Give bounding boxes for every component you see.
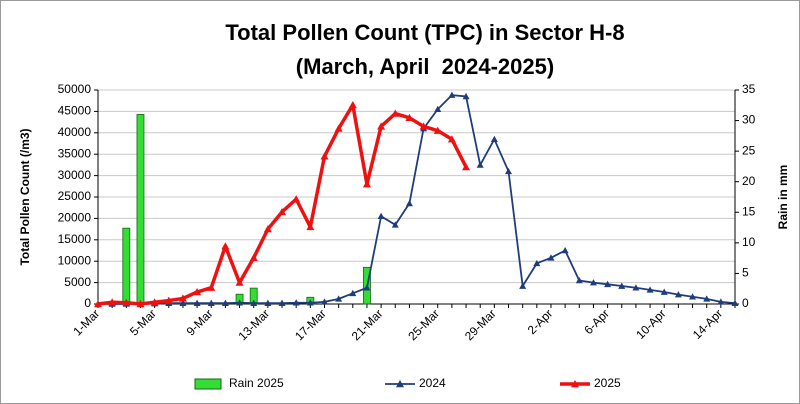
series-marker xyxy=(448,91,456,98)
series-marker xyxy=(306,299,314,306)
series-marker xyxy=(377,122,386,130)
series-marker xyxy=(377,212,385,220)
series-marker xyxy=(660,288,668,295)
series-marker xyxy=(292,195,301,203)
chart-title: Total Pollen Count (TPC) in Sector H-8 xyxy=(225,20,624,45)
y-tick-label: 50000 xyxy=(58,82,92,96)
y-tick-label: 0 xyxy=(84,296,91,310)
series-marker xyxy=(348,100,357,109)
series-marker xyxy=(334,124,343,132)
series-marker xyxy=(490,135,498,143)
series-marker xyxy=(547,254,555,261)
series-marker xyxy=(505,167,513,175)
legend-label: 2025 xyxy=(594,376,621,390)
legend-label: 2024 xyxy=(419,376,446,390)
y-tick-label: 35000 xyxy=(58,146,92,160)
series-marker xyxy=(391,221,399,228)
series-marker xyxy=(589,279,597,286)
series-marker xyxy=(419,122,428,130)
y-tick-label: 15000 xyxy=(58,232,92,246)
series-marker xyxy=(207,299,215,306)
y-tick-label: 40000 xyxy=(58,125,92,139)
series-marker xyxy=(519,282,527,289)
series-line xyxy=(98,94,736,305)
series-marker xyxy=(179,299,187,306)
series-marker xyxy=(561,247,569,254)
rain-bar xyxy=(136,114,145,305)
legend-swatch xyxy=(194,378,222,390)
legend-marker xyxy=(396,380,404,388)
series-marker xyxy=(533,259,541,267)
series-marker xyxy=(476,161,484,168)
series-marker xyxy=(122,298,131,306)
y-tick-label: 45000 xyxy=(58,104,92,118)
series-marker xyxy=(433,126,442,134)
series-marker xyxy=(164,296,173,304)
rain-bar xyxy=(122,227,131,305)
series-marker xyxy=(236,299,244,306)
series-marker xyxy=(674,291,682,298)
series-marker xyxy=(447,135,456,143)
series-marker xyxy=(193,299,201,306)
y2-tick-label: 35 xyxy=(742,82,756,96)
y2-tick-label: 25 xyxy=(742,143,756,157)
series-marker xyxy=(362,180,371,188)
series-marker xyxy=(646,286,654,293)
y-tick-label: 20000 xyxy=(58,211,92,225)
legend-marker xyxy=(571,380,579,388)
y2-axis-title: Rain in mm xyxy=(776,165,790,230)
series-marker xyxy=(235,278,244,286)
y2-tick-label: 5 xyxy=(742,266,749,280)
series-marker xyxy=(292,299,300,306)
series-marker xyxy=(434,105,442,113)
y-tick-label: 10000 xyxy=(58,253,92,267)
series-marker xyxy=(263,225,272,233)
series-marker xyxy=(618,282,626,289)
series-marker xyxy=(264,299,272,306)
series-marker xyxy=(108,298,117,306)
chart-subtitle: (March, April 2024-2025) xyxy=(296,54,554,79)
series-marker xyxy=(731,299,739,306)
legend-label: Rain 2025 xyxy=(229,376,284,390)
y-axis-title: Total Pollen Count (/m3) xyxy=(18,128,32,265)
series-marker xyxy=(221,242,230,250)
series-marker xyxy=(632,284,640,291)
series-marker xyxy=(717,298,725,305)
series-marker xyxy=(462,92,470,100)
series-marker xyxy=(363,284,371,291)
series-marker xyxy=(249,253,258,261)
series-marker xyxy=(150,298,159,306)
y2-tick-label: 15 xyxy=(742,204,756,218)
series-marker xyxy=(94,300,102,308)
series-marker xyxy=(405,199,413,207)
series-marker xyxy=(349,289,357,297)
y2-tick-label: 10 xyxy=(742,235,756,249)
series-marker xyxy=(178,294,187,302)
series-marker xyxy=(689,293,697,300)
series-marker xyxy=(193,288,202,296)
series-marker xyxy=(320,152,329,160)
y2-tick-label: 20 xyxy=(742,174,756,188)
series-marker xyxy=(278,299,286,306)
series-marker xyxy=(250,299,258,306)
y-tick-label: 5000 xyxy=(64,275,91,289)
y-tick-label: 25000 xyxy=(58,189,92,203)
series-marker xyxy=(320,298,328,305)
series-marker xyxy=(575,276,583,284)
series-marker xyxy=(604,280,612,288)
series-marker xyxy=(703,295,711,302)
series-marker xyxy=(306,222,315,231)
y2-tick-label: 30 xyxy=(742,113,756,127)
series-marker xyxy=(278,207,287,216)
series-marker xyxy=(405,113,414,122)
series-marker xyxy=(335,295,343,302)
series-marker xyxy=(221,299,229,306)
series-marker xyxy=(207,283,216,291)
y-tick-label: 30000 xyxy=(58,168,92,182)
series-marker xyxy=(391,109,400,117)
series-marker xyxy=(136,300,145,308)
y2-tick-label: 0 xyxy=(742,296,749,310)
series-marker xyxy=(462,163,471,171)
